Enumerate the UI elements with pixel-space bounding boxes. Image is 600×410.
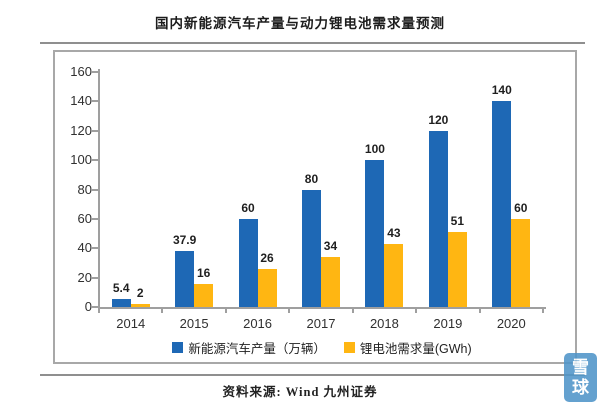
y-tick-label: 20 — [77, 269, 92, 285]
bar-value-label: 16 — [196, 265, 211, 280]
bar-series1-2015 — [175, 251, 195, 307]
bar-group-2014: 5.4 2 — [99, 72, 162, 307]
bar-wrap: 34 — [320, 239, 340, 307]
legend-label: 锂电池需求量(GWh) — [359, 341, 472, 356]
watermark-char-2: 球 — [572, 377, 589, 397]
bar-value-label: 100 — [364, 142, 385, 157]
bar-series1-2016 — [238, 218, 258, 307]
bar-wrap: 51 — [447, 214, 467, 307]
x-tick-label: 2014 — [116, 316, 146, 331]
bar-value-label: 140 — [491, 83, 512, 98]
bar-wrap: 60 — [511, 201, 531, 307]
bar-group-2020: 140 60 — [480, 72, 543, 307]
x-tick-mark — [288, 307, 291, 313]
bar-value-label: 37.9 — [172, 233, 197, 248]
legend-swatch-icon — [172, 341, 184, 353]
watermark-char-1: 雪 — [572, 357, 589, 377]
bar-value-label: 80 — [304, 171, 319, 186]
bar-wrap: 16 — [194, 266, 214, 307]
bar-series2-2017 — [320, 257, 340, 307]
y-tick-label: 160 — [70, 64, 92, 79]
y-tick-mark — [91, 159, 99, 162]
bar-wrap: 37.9 — [173, 233, 196, 307]
bar-value-label: 60 — [514, 200, 528, 215]
x-tick-label: 2019 — [433, 316, 463, 331]
y-tick-mark — [91, 129, 99, 132]
bar-wrap: 80 — [301, 172, 321, 307]
x-tick-mark — [542, 307, 544, 313]
bar-series1-2017 — [301, 189, 321, 307]
source-line: 资料来源: Wind 九州证券 — [222, 385, 378, 399]
bar-series1-2019 — [428, 130, 448, 307]
bar-wrap: 5.4 — [111, 281, 131, 307]
footer-rule — [40, 374, 585, 376]
bar-wrap: 26 — [257, 251, 277, 307]
bar-value-label: 43 — [387, 225, 401, 240]
bar-series2-2018 — [384, 243, 404, 307]
legend-label: 新能源汽车产量（万辆） — [188, 341, 326, 356]
bar-wrap: 120 — [428, 113, 448, 307]
y-tick-label: 100 — [70, 152, 92, 168]
y-tick-label: 140 — [70, 93, 92, 109]
x-tick-mark — [351, 307, 354, 313]
bar-wrap: 2 — [130, 286, 150, 307]
bar-wrap: 43 — [384, 226, 404, 307]
x-tick-mark — [415, 307, 418, 313]
chart-title: 国内新能源汽车产量与动力锂电池需求量预测 — [155, 16, 445, 31]
x-tick-mark — [478, 307, 481, 313]
bar-wrap: 60 — [238, 201, 258, 307]
y-tick-mark — [91, 217, 99, 220]
y-tick-mark — [91, 188, 99, 191]
bar-value-label: 60 — [241, 200, 255, 215]
bar-group-2017: 80 34 — [289, 72, 352, 307]
bar-group-2015: 37.9 16 — [162, 72, 225, 307]
bar-series2-2020 — [511, 218, 531, 307]
bar-group-2018: 100 43 — [353, 72, 416, 307]
bar-group-2019: 120 51 — [416, 72, 479, 307]
bar-value-label: 120 — [428, 112, 449, 127]
legend-swatch-icon — [343, 341, 355, 353]
y-axis-line — [98, 69, 100, 309]
bar-value-label: 51 — [450, 214, 465, 229]
xueqiu-logo-watermark: 雪 球 — [564, 353, 597, 402]
bar-series2-2014 — [130, 304, 150, 307]
y-tick-label: 40 — [77, 240, 92, 256]
bar-series1-2014 — [111, 299, 131, 307]
bar-series2-2015 — [194, 283, 214, 307]
x-tick-label: 2017 — [306, 316, 336, 331]
bar-series2-2019 — [447, 232, 467, 307]
bar-value-label: 2 — [136, 286, 144, 301]
bar-series1-2018 — [365, 160, 385, 307]
title-rule — [40, 42, 585, 44]
bar-value-label: 34 — [323, 239, 338, 254]
bar-value-label: 26 — [260, 250, 274, 265]
bar-group-2016: 60 26 — [226, 72, 289, 307]
chart-legend: 新能源汽车产量（万辆） 锂电池需求量(GWh) — [99, 338, 545, 356]
y-tick-mark — [91, 276, 99, 279]
y-tick-label: 120 — [70, 122, 92, 138]
bar-series2-2016 — [257, 268, 277, 307]
y-tick-label: 60 — [77, 210, 92, 226]
y-tick-mark — [91, 306, 99, 308]
x-axis-line — [98, 307, 546, 309]
x-tick-mark — [161, 307, 164, 313]
legend-item-series2: 锂电池需求量(GWh) — [343, 338, 472, 357]
bar-wrap: 140 — [492, 83, 512, 307]
x-tick-mark — [224, 307, 227, 313]
x-tick-label: 2018 — [369, 316, 399, 331]
bar-value-label: 5.4 — [112, 281, 130, 296]
legend-item-series1: 新能源汽车产量（万辆） — [172, 338, 326, 357]
y-tick-mark — [91, 71, 99, 73]
x-tick-label: 2016 — [243, 316, 273, 331]
y-tick-mark — [91, 100, 99, 103]
y-tick-label: 0 — [84, 299, 92, 314]
x-tick-mark — [98, 307, 100, 313]
bar-series1-2020 — [492, 101, 512, 307]
x-tick-label: 2020 — [496, 316, 526, 331]
y-tick-label: 80 — [77, 181, 92, 197]
y-tick-mark — [91, 247, 99, 250]
x-tick-label: 2015 — [179, 316, 209, 331]
bar-wrap: 100 — [365, 142, 385, 307]
